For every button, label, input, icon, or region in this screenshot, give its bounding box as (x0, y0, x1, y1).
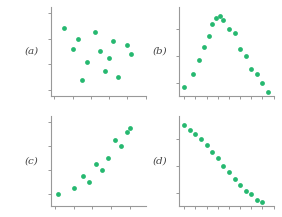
Point (103, 69, 108, 72)
Point (215, 157, 220, 160)
Point (197, 59, 201, 62)
Point (227, 27, 231, 31)
Point (94, 163, 98, 166)
Point (70, 47, 75, 51)
Point (85, 60, 89, 64)
Point (100, 168, 104, 172)
Point (119, 145, 123, 148)
Point (71, 186, 76, 190)
Point (111, 39, 115, 43)
Point (199, 137, 203, 140)
Point (61, 27, 66, 30)
Text: (b): (b) (152, 47, 167, 56)
Point (129, 52, 133, 56)
Point (105, 156, 110, 160)
Point (210, 23, 214, 26)
Point (243, 54, 248, 58)
Text: (d): (d) (152, 157, 167, 166)
Point (221, 164, 226, 168)
Point (238, 184, 242, 187)
Point (232, 32, 237, 35)
Point (193, 132, 198, 136)
Point (249, 193, 254, 196)
Point (213, 16, 218, 20)
Point (202, 45, 207, 49)
Point (113, 138, 118, 142)
Point (207, 35, 211, 38)
Point (260, 200, 265, 203)
Point (227, 170, 231, 174)
Point (218, 14, 222, 17)
Point (238, 47, 242, 51)
Point (80, 78, 84, 81)
Point (124, 130, 129, 133)
Point (182, 86, 187, 89)
Point (56, 192, 61, 196)
Point (232, 178, 237, 181)
Point (86, 180, 91, 184)
Point (116, 76, 120, 79)
Point (255, 72, 259, 76)
Text: (c): (c) (24, 157, 38, 166)
Text: (a): (a) (24, 47, 38, 56)
Point (128, 127, 133, 130)
Point (243, 189, 248, 193)
Point (125, 43, 130, 47)
Point (81, 174, 85, 178)
Point (182, 123, 187, 127)
Point (260, 81, 265, 85)
Point (221, 18, 226, 22)
Point (107, 56, 111, 60)
Point (98, 50, 102, 53)
Point (92, 30, 97, 34)
Point (191, 72, 195, 76)
Point (255, 198, 259, 202)
Point (266, 90, 270, 94)
Point (76, 37, 80, 40)
Point (210, 150, 214, 154)
Point (188, 128, 192, 132)
Point (249, 68, 254, 71)
Point (204, 143, 209, 147)
